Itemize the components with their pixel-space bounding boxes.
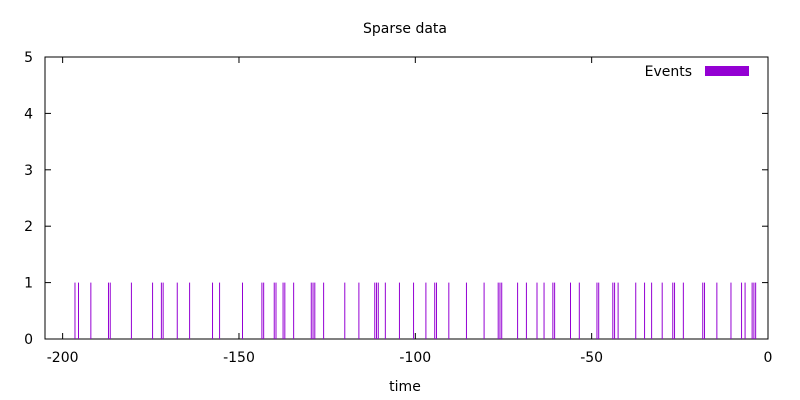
y-tick-label: 5: [24, 50, 33, 66]
x-tick-label: 0: [764, 350, 773, 366]
x-tick-label: -100: [399, 350, 431, 366]
x-tick-label: -150: [223, 350, 255, 366]
x-tick-label: -200: [47, 350, 79, 366]
plot-area: 0 1 2 3 4 5 -200 -150 -100 -50 0: [24, 50, 772, 366]
plot-frame: [44, 56, 769, 340]
legend-label: Events: [645, 64, 692, 80]
legend: Events: [645, 64, 749, 80]
y-tick-label: 3: [24, 163, 33, 179]
chart-title: Sparse data: [363, 21, 447, 37]
x-axis-label: time: [389, 379, 421, 395]
y-tick-label: 0: [24, 332, 33, 348]
legend-swatch: [705, 66, 749, 76]
x-tick-label: -50: [580, 350, 603, 366]
y-tick-label: 1: [24, 276, 33, 292]
y-tick-label: 2: [24, 219, 33, 235]
y-tick-label: 4: [24, 106, 33, 122]
